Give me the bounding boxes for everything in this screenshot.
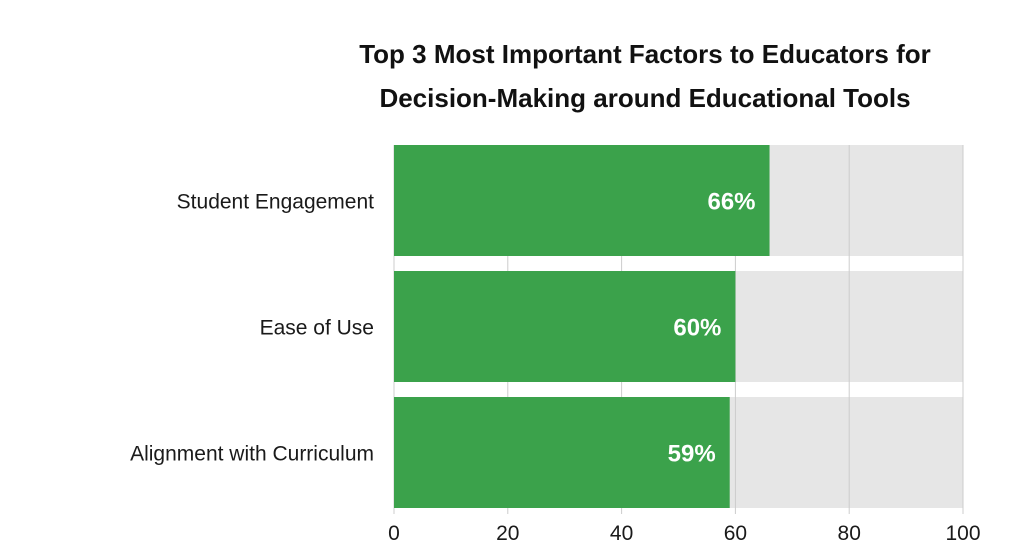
chart-title-line-2: Decision-Making around Educational Tools	[379, 83, 911, 113]
x-tick-label: 20	[496, 522, 519, 545]
x-tick-label: 100	[945, 522, 980, 545]
bar-value-label: 66%	[707, 189, 755, 216]
x-tick-label: 40	[610, 522, 633, 545]
chart-title: Top 3 Most Important Factors to Educator…	[300, 32, 990, 120]
bar	[394, 145, 770, 256]
chart-title-line-1: Top 3 Most Important Factors to Educator…	[359, 39, 931, 69]
bar-value-label: 60%	[673, 315, 721, 342]
x-tick-label: 0	[388, 522, 400, 545]
x-tick-label: 60	[724, 522, 747, 545]
bar-value-label: 59%	[668, 441, 716, 468]
y-tick-label: Alignment with Curriculum	[130, 443, 374, 466]
y-tick-label: Student Engagement	[177, 191, 374, 214]
x-tick-label: 80	[838, 522, 861, 545]
y-tick-label: Ease of Use	[260, 317, 374, 340]
bar	[394, 271, 736, 382]
bar	[394, 397, 730, 508]
